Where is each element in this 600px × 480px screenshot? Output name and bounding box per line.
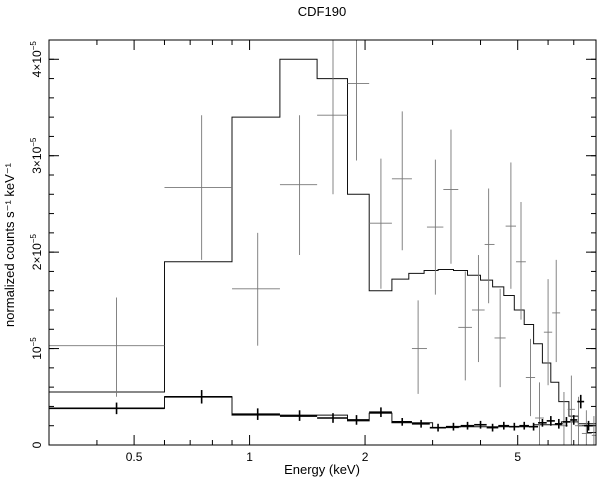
- data-low-point: [232, 408, 280, 420]
- data-low-point: [528, 422, 539, 431]
- data-low-point: [164, 390, 233, 404]
- x-tick-label: 1: [246, 450, 253, 464]
- data-high-point: [581, 410, 592, 445]
- y-tick-label: 3×10−5: [29, 137, 44, 174]
- data-high-point: [369, 158, 392, 289]
- plot-frame: [48, 39, 597, 446]
- y-axis-ticks: 0 10−5 2×10−5 3×10−5 4×10−5: [29, 39, 596, 448]
- data-low-point: [279, 410, 318, 421]
- plot-area: [49, 40, 596, 445]
- model-high-step: [49, 58, 596, 433]
- data-high-point: [552, 259, 561, 363]
- data-high-point: [525, 338, 536, 417]
- y-tick-label: 10−5: [29, 337, 44, 360]
- data-high-point: [411, 300, 427, 394]
- data-low-point: [498, 421, 510, 430]
- data-low-point: [519, 421, 529, 430]
- data-high-point: [347, 40, 370, 161]
- data-high-point: [535, 382, 544, 445]
- data-low-point: [460, 421, 475, 430]
- data-low-point: [546, 416, 555, 426]
- y-tick-label: 0: [30, 441, 44, 448]
- y-axis-label: normalized counts s⁻¹ keV⁻¹: [2, 162, 17, 327]
- x-tick-label: 2: [362, 450, 369, 464]
- data-low-point: [474, 420, 487, 429]
- chart-title: CDF190: [298, 4, 346, 19]
- data-high-point: [426, 159, 444, 295]
- data-high-point: [484, 188, 495, 304]
- data-low-point: [429, 423, 446, 432]
- data-low-point: [570, 415, 578, 425]
- data-low-point: [347, 415, 370, 425]
- data-high-point: [458, 271, 472, 381]
- data-high-point: [279, 115, 318, 256]
- data-low-point: [577, 394, 585, 409]
- data-low-point: [49, 402, 165, 415]
- data-high-point: [49, 297, 165, 397]
- data-high-point: [591, 416, 596, 445]
- data-high-point: [574, 396, 582, 445]
- data-high-point: [164, 115, 233, 260]
- data-high-point: [494, 288, 506, 388]
- x-axis-label: Energy (keV): [284, 462, 360, 477]
- data-high-point: [516, 202, 526, 320]
- data-high-point: [543, 279, 553, 386]
- y-tick-label: 4×10−5: [29, 41, 44, 78]
- y-tick-label: 2×10−5: [29, 234, 44, 271]
- x-tick-label: 5: [514, 450, 521, 464]
- data-low-point: [317, 413, 348, 423]
- data-high-point: [317, 40, 348, 195]
- data-low-point: [445, 422, 461, 431]
- data-high-point: [232, 232, 280, 346]
- data-high-point: [505, 162, 517, 289]
- x-axis-ticks: 0.5 1 2 5: [48, 40, 597, 464]
- data-low-point: [509, 422, 520, 431]
- data-low-point: [369, 407, 392, 418]
- data-high-point: [471, 255, 485, 363]
- data-high-point: [391, 111, 412, 251]
- data-low-point: [554, 418, 563, 429]
- data-high-point: [443, 129, 459, 264]
- data-high-point: [567, 375, 575, 445]
- data-low-point: [391, 418, 412, 426]
- data-low-point: [538, 418, 547, 427]
- data-low-point: [411, 419, 430, 428]
- data-low-point: [486, 423, 499, 432]
- data-low-point: [562, 417, 571, 427]
- x-tick-label: 0.5: [126, 450, 143, 464]
